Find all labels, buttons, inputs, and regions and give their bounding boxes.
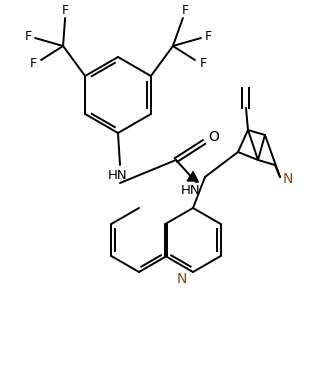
Text: F: F: [204, 30, 211, 43]
Text: HN: HN: [181, 184, 201, 196]
Text: F: F: [25, 30, 32, 43]
Text: HN: HN: [108, 168, 128, 182]
Polygon shape: [187, 172, 197, 181]
Text: F: F: [181, 3, 188, 17]
Text: N: N: [177, 272, 187, 286]
Text: N: N: [283, 172, 293, 186]
Text: F: F: [30, 57, 37, 70]
Text: F: F: [199, 57, 206, 70]
Text: O: O: [209, 130, 220, 144]
Text: F: F: [61, 3, 69, 17]
